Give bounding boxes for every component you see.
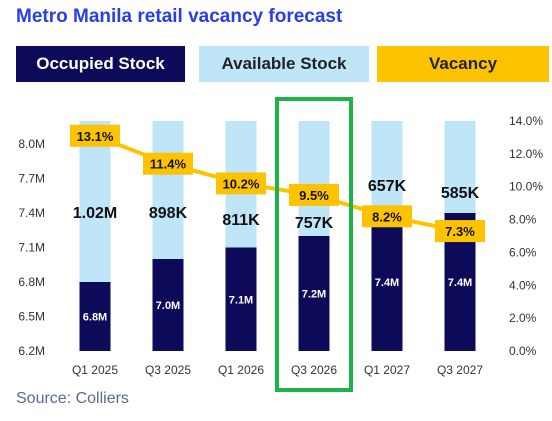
- y-left-tick-label: 6.2M: [18, 344, 45, 358]
- vacancy-marker: [143, 152, 193, 175]
- available-data-label: 657K: [368, 178, 407, 195]
- legend-occupied-stock: Occupied Stock: [16, 46, 185, 82]
- available-data-label: 811K: [222, 212, 260, 229]
- y-right-tick-label: 10.0%: [509, 180, 543, 194]
- legend-vacancy: Vacancy: [377, 46, 549, 82]
- highlight-box: [275, 97, 353, 392]
- bar-available-stock: [152, 121, 184, 259]
- vacancy-marker: [435, 220, 485, 243]
- bar-occupied-stock: [225, 247, 257, 351]
- y-right-tick-label: 2.0%: [509, 311, 537, 325]
- y-left-tick-label: 6.8M: [18, 275, 45, 289]
- x-tick-label: Q3 2025: [145, 363, 191, 377]
- y-right-tick-label: 14.0%: [509, 114, 543, 128]
- vacancy-data-label: 7.3%: [445, 224, 475, 239]
- vacancy-marker: [362, 205, 412, 228]
- vacancy-data-label: 13.1%: [77, 129, 114, 144]
- available-data-label: 757K: [295, 215, 334, 232]
- y-axis-left: 8.0M 7.7M 7.4M 7.1M 6.8M 6.5M 6.2M: [18, 137, 45, 358]
- y-left-tick-label: 6.5M: [18, 310, 45, 324]
- y-left-tick-label: 8.0M: [18, 137, 45, 151]
- vacancy-marker: [289, 183, 339, 206]
- bar-available-stock: [79, 121, 111, 282]
- bar-occupied-stock: [298, 236, 330, 351]
- highlight-frame: [275, 97, 353, 392]
- vacancy-marker: [70, 124, 120, 147]
- source-note: Source: Colliers: [16, 390, 129, 407]
- legend-available-stock: Available Stock: [199, 46, 369, 82]
- x-tick-label: Q3 2026: [291, 363, 337, 377]
- y-left-tick-label: 7.1M: [18, 241, 45, 255]
- bar-available-stock: [371, 121, 403, 213]
- occupied-data-label: 7.4M: [448, 277, 472, 289]
- vacancy-data-label: 11.4%: [150, 157, 187, 172]
- occupied-data-label: 7.1M: [229, 294, 253, 306]
- x-tick-label: Q1 2027: [364, 363, 410, 377]
- x-axis: Q1 2025 Q3 2025 Q1 2026 Q3 2026 Q1 2027 Q3 20…: [72, 363, 483, 377]
- y-left-tick-label: 7.7M: [18, 172, 45, 186]
- bar-available-stock: [298, 121, 330, 236]
- bar-series: [79, 121, 476, 351]
- bar-available-stock: [444, 121, 476, 213]
- vacancy-data-label: 8.2%: [372, 209, 402, 224]
- y-right-tick-label: 0.0%: [509, 344, 537, 358]
- y-axis-right: 14.0% 12.0% 10.0% 8.0% 6.0% 4.0% 2.0% 0.0%: [509, 114, 543, 358]
- occupied-data-label: 7.4M: [375, 277, 399, 289]
- y-right-tick-label: 4.0%: [509, 278, 537, 292]
- chart-title: Metro Manila retail vacancy forecast: [16, 6, 343, 27]
- y-right-tick-label: 12.0%: [509, 147, 543, 161]
- vacancy-data-label: 9.5%: [299, 188, 329, 203]
- vacancy-data-label: 10.2%: [223, 176, 260, 191]
- x-tick-label: Q1 2026: [218, 363, 264, 377]
- y-right-tick-label: 6.0%: [509, 245, 537, 259]
- bar-occupied-stock: [152, 259, 184, 351]
- occupied-data-label: 7.2M: [302, 289, 326, 301]
- y-right-tick-label: 8.0%: [509, 213, 537, 227]
- bar-occupied-stock: [371, 213, 403, 351]
- bar-occupied-stock: [79, 282, 111, 351]
- x-tick-label: Q1 2025: [72, 363, 118, 377]
- y-left-tick-label: 7.4M: [18, 206, 45, 220]
- available-data-label: 1.02M: [73, 205, 117, 222]
- available-data-label: 898K: [149, 205, 188, 222]
- occupied-data-label: 6.8M: [83, 312, 107, 324]
- x-tick-label: Q3 2027: [437, 363, 483, 377]
- available-data-label: 585K: [441, 185, 480, 202]
- occupied-data-label: 7.0M: [156, 300, 180, 312]
- bar-data-labels: 6.8M 7.0M 7.1M 7.2M 7.4M 7.4M 1.02M 898K 811K 757…: [73, 178, 480, 324]
- vacancy-marker: [216, 172, 266, 195]
